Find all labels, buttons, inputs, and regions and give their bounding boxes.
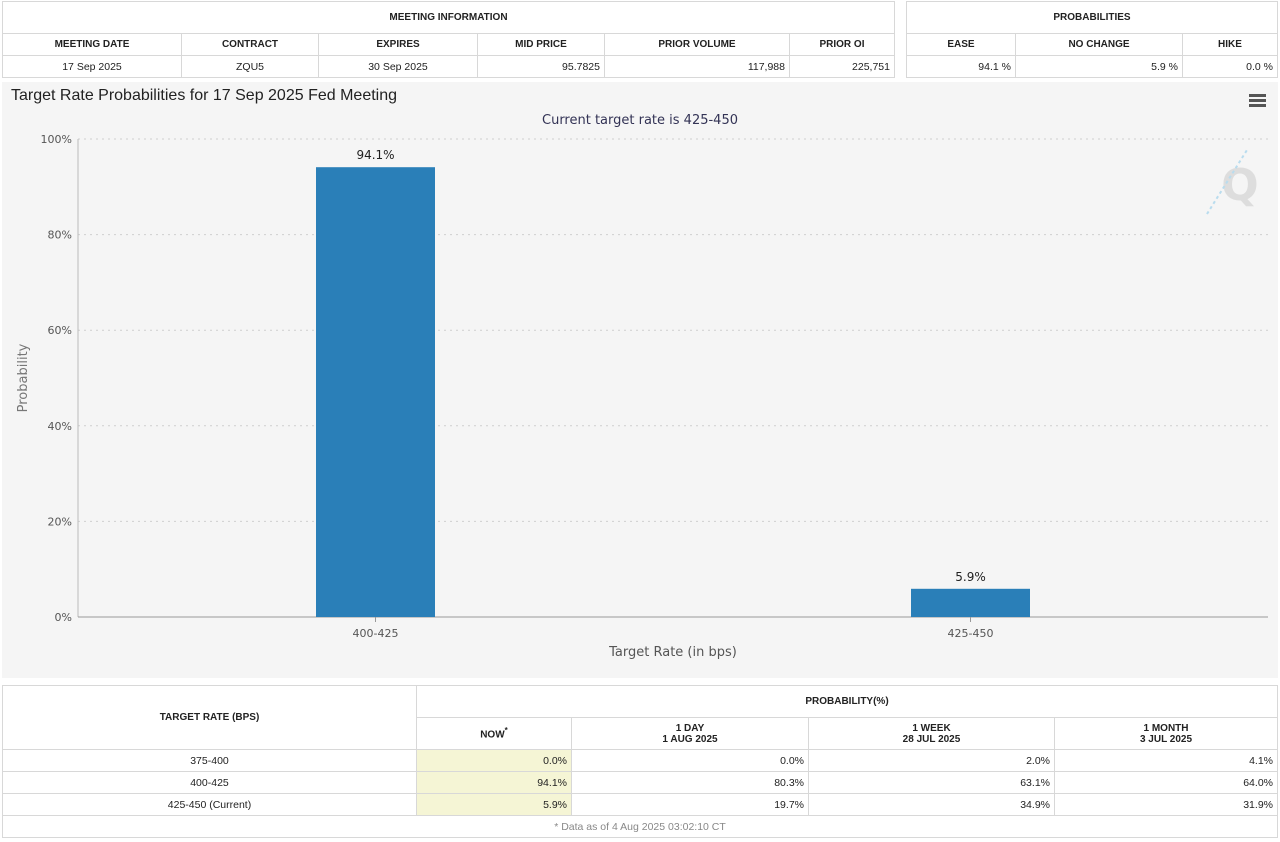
table-row: 375-400 0.0% 0.0% 2.0% 4.1% — [2, 749, 1278, 772]
watermark-streak — [1206, 149, 1248, 215]
y-tick-label: 60% — [48, 324, 72, 337]
now-cell: 0.0% — [416, 749, 572, 772]
x-axis-title: Target Rate (in bps) — [608, 645, 737, 660]
1-month-cell: 4.1% — [1054, 749, 1278, 772]
1-day-label: 1 DAY — [675, 722, 705, 734]
1-week-date: 28 JUL 2025 — [902, 733, 961, 745]
1-day-cell: 0.0% — [571, 749, 809, 772]
header-prior-oi: PRIOR OI — [789, 33, 895, 56]
prior-volume-value: 117,988 — [604, 55, 790, 78]
hike-value: 0.0 % — [1182, 55, 1278, 78]
y-axis-title: Probability — [16, 343, 31, 412]
1-month-date: 3 JUL 2025 — [1139, 733, 1193, 745]
probabilities-title: PROBABILITIES — [906, 1, 1278, 34]
mid-price-value: 95.7825 — [477, 55, 605, 78]
meeting-information-table: MEETING INFORMATION MEETING DATE CONTRAC… — [2, 1, 895, 78]
header-target-rate: TARGET RATE (BPS) — [2, 685, 417, 750]
data-timestamp-footnote: * Data as of 4 Aug 2025 03:02:10 CT — [2, 815, 1278, 838]
chart-panel: Current target rate is 425-450 0% 20% 40% 60… — [2, 82, 1278, 678]
1-day-cell: 80.3% — [571, 771, 809, 794]
now-label: NOW — [480, 729, 505, 741]
header-meeting-date: MEETING DATE — [2, 33, 182, 56]
header-1-day: 1 DAY 1 AUG 2025 — [571, 717, 809, 750]
no-change-value: 5.9 % — [1015, 55, 1183, 78]
bar-chart: Current target rate is 425-450 0% 20% 40% 60… — [16, 113, 1268, 660]
data-label: 94.1% — [356, 148, 394, 162]
header-1-week: 1 WEEK 28 JUL 2025 — [808, 717, 1055, 750]
y-tick-label: 100% — [41, 133, 72, 146]
1-month-cell: 31.9% — [1054, 793, 1278, 816]
table-row: 400-425 94.1% 80.3% 63.1% 64.0% — [2, 771, 1278, 794]
y-tick-label: 20% — [48, 515, 72, 528]
now-marker: * — [504, 726, 508, 736]
header-no-change: NO CHANGE — [1015, 33, 1183, 56]
1-day-cell: 19.7% — [571, 793, 809, 816]
ease-value: 94.1 % — [906, 55, 1016, 78]
watermark-logo: Q — [1221, 160, 1258, 211]
header-mid-price: MID PRICE — [477, 33, 605, 56]
1-week-label: 1 WEEK — [912, 722, 951, 734]
x-tick-label: 400-425 — [353, 627, 399, 640]
header-prior-volume: PRIOR VOLUME — [604, 33, 790, 56]
y-tick-label: 40% — [48, 420, 72, 433]
chart-subtitle: Current target rate is 425-450 — [542, 113, 738, 128]
bar — [911, 588, 1030, 617]
expires-value: 30 Sep 2025 — [318, 55, 478, 78]
meeting-date-value: 17 Sep 2025 — [2, 55, 182, 78]
table-row: 425-450 (Current) 5.9% 19.7% 34.9% 31.9% — [2, 793, 1278, 816]
1-month-label: 1 MONTH — [1143, 722, 1189, 734]
header-hike: HIKE — [1182, 33, 1278, 56]
chart-menu-icon[interactable] — [1249, 94, 1266, 109]
header-expires: EXPIRES — [318, 33, 478, 56]
bar — [316, 167, 435, 617]
chart-title: Target Rate Probabilities for 17 Sep 202… — [11, 87, 398, 104]
header-probability: PROBABILITY(%) — [416, 685, 1278, 718]
rate-cell: 375-400 — [2, 749, 417, 772]
rate-cell: 425-450 (Current) — [2, 793, 417, 816]
header-now: NOW* — [416, 717, 572, 750]
data-label: 5.9% — [955, 570, 986, 584]
rate-cell: 400-425 — [2, 771, 417, 794]
header-1-month: 1 MONTH 3 JUL 2025 — [1054, 717, 1278, 750]
prior-oi-value: 225,751 — [789, 55, 895, 78]
contract-value: ZQU5 — [181, 55, 319, 78]
y-tick-label: 0% — [55, 611, 72, 624]
now-cell: 94.1% — [416, 771, 572, 794]
probability-history-table: TARGET RATE (BPS) PROBABILITY(%) NOW* 1 … — [2, 685, 1278, 838]
1-day-date: 1 AUG 2025 — [662, 733, 718, 745]
probabilities-table: PROBABILITIES EASE NO CHANGE HIKE 94.1 %… — [906, 1, 1278, 78]
y-tick-label: 80% — [48, 229, 72, 242]
now-cell: 5.9% — [416, 793, 572, 816]
1-month-cell: 64.0% — [1054, 771, 1278, 794]
x-tick-label: 425-450 — [948, 627, 994, 640]
header-contract: CONTRACT — [181, 33, 319, 56]
1-week-cell: 34.9% — [808, 793, 1055, 816]
1-week-cell: 2.0% — [808, 749, 1055, 772]
meeting-information-title: MEETING INFORMATION — [2, 1, 895, 34]
1-week-cell: 63.1% — [808, 771, 1055, 794]
header-ease: EASE — [906, 33, 1016, 56]
